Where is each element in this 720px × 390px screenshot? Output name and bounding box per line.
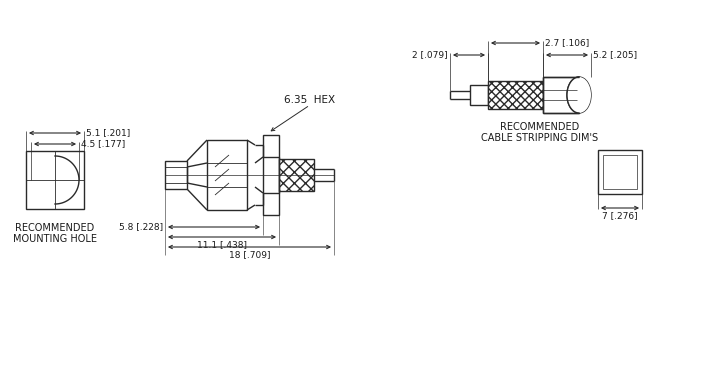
Ellipse shape — [567, 77, 591, 113]
Text: RECOMMENDED: RECOMMENDED — [500, 122, 579, 132]
Bar — [488, 81, 543, 109]
Text: 18 [.709]: 18 [.709] — [229, 250, 270, 259]
Text: 5.1 [.201]: 5.1 [.201] — [86, 128, 130, 138]
Bar — [603, 155, 637, 189]
Bar — [165, 161, 187, 189]
Bar — [470, 85, 488, 105]
Bar — [26, 151, 84, 209]
Text: RECOMMENDED: RECOMMENDED — [15, 223, 94, 233]
Text: 11.1 [.438]: 11.1 [.438] — [197, 240, 247, 249]
Bar — [598, 150, 642, 194]
Bar — [543, 77, 579, 113]
Text: 6.35  HEX: 6.35 HEX — [284, 95, 336, 105]
Bar — [263, 135, 279, 215]
Bar — [207, 140, 247, 210]
Text: 5.2 [.205]: 5.2 [.205] — [593, 50, 637, 60]
Ellipse shape — [567, 77, 591, 113]
Text: MOUNTING HOLE: MOUNTING HOLE — [13, 234, 97, 244]
Text: 5.8 [.228]: 5.8 [.228] — [119, 223, 163, 232]
Text: 4.5 [.177]: 4.5 [.177] — [81, 140, 125, 149]
Text: 7 [.276]: 7 [.276] — [602, 211, 638, 220]
Text: 2.7 [.106]: 2.7 [.106] — [545, 39, 589, 48]
Text: CABLE STRIPPING DIM'S: CABLE STRIPPING DIM'S — [481, 133, 598, 143]
Bar — [279, 159, 314, 191]
Text: 2 [.079]: 2 [.079] — [413, 50, 448, 60]
